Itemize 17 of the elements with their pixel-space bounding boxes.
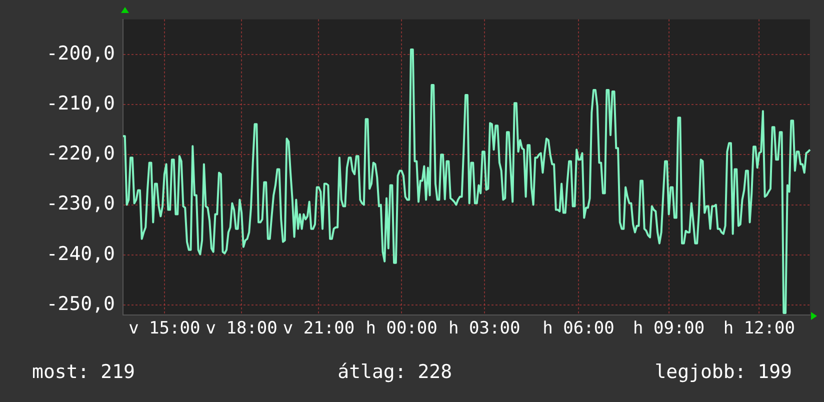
x-tick-label: v 18:00 (206, 318, 278, 339)
y-tick-label: -240,0 (46, 242, 115, 265)
x-tick-label: h 03:00 (448, 318, 520, 339)
x-tick-label: v 15:00 (128, 318, 200, 339)
x-tick-label: h 06:00 (542, 318, 614, 339)
text: legjobb: 199 (654, 361, 792, 383)
y-tick-label: -250,0 (46, 292, 115, 315)
text: átlag: 228 (338, 361, 452, 383)
y-tick-label: -230,0 (46, 192, 115, 215)
text: most: 219 (32, 361, 135, 383)
y-tick-label: -210,0 (46, 92, 115, 115)
x-tick-label: v 21:00 (282, 318, 355, 339)
y-tick-label: -220,0 (46, 142, 115, 165)
x-tick-label: h 09:00 (633, 318, 705, 339)
x-tick-label: h 12:00 (723, 318, 796, 339)
y-tick-label: -200,0 (46, 42, 115, 64)
x-tick-label: h 00:00 (366, 318, 438, 339)
